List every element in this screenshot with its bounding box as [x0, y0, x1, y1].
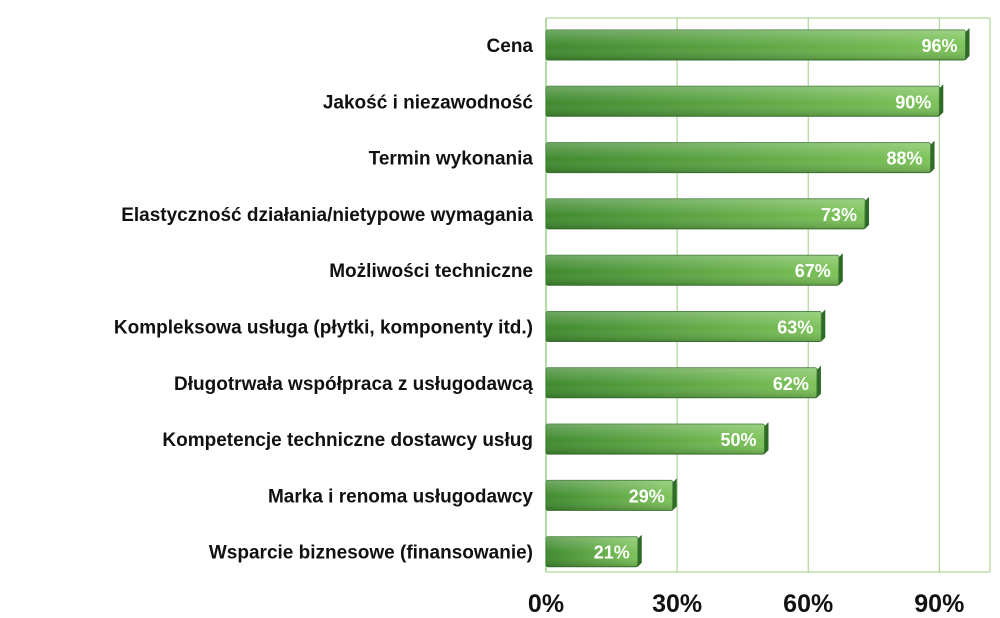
- category-label: Możliwości techniczne: [329, 261, 533, 282]
- bar: [545, 309, 826, 342]
- data-label: 96%: [921, 36, 957, 56]
- category-label: Jakość i niezawodność: [323, 92, 534, 113]
- category-label: Długotrwała współpraca z usługodawcą: [174, 374, 533, 395]
- bar-shade: [546, 255, 839, 286]
- x-tick-label: 60%: [783, 590, 833, 618]
- category-label: Wsparcie biznesowe (finansowanie): [209, 543, 533, 564]
- bar: [545, 422, 769, 455]
- bar-shade: [546, 367, 817, 398]
- category-label: Termin wykonania: [369, 149, 534, 170]
- bar-shade: [546, 142, 931, 173]
- data-label: 73%: [821, 205, 857, 225]
- data-label: 29%: [629, 486, 665, 506]
- bar-shade: [546, 536, 638, 567]
- bar-shade: [546, 86, 940, 117]
- category-label: Kompleksowa usługa (płytki, komponenty i…: [114, 318, 533, 339]
- category-label: Marka i renoma usługodawcy: [268, 486, 533, 507]
- value-labels: 96% 90% 88% 73% 67% 63% 62% 50% 29% 21%: [594, 36, 958, 563]
- data-label: 63%: [777, 318, 813, 338]
- data-label: 21%: [594, 543, 630, 563]
- bar: [545, 196, 870, 230]
- category-labels: Cena Jakość i niezawodność Termin wykonani…: [114, 36, 534, 564]
- bar-shade: [546, 311, 822, 342]
- category-label: Cena: [487, 36, 534, 57]
- x-axis-tick-labels: 0% 30% 60% 90%: [528, 590, 964, 618]
- x-tick-label: 0%: [528, 590, 564, 618]
- bar-shade: [546, 424, 765, 455]
- bar-shade: [546, 198, 866, 229]
- data-label: 67%: [795, 261, 831, 281]
- category-label: Elastyczność działania/nietypowe wymagan…: [121, 205, 533, 226]
- data-label: 88%: [887, 149, 923, 169]
- bar: [545, 28, 970, 61]
- bar: [545, 253, 843, 286]
- data-label: 62%: [773, 374, 809, 394]
- bar: [545, 140, 935, 174]
- bar: [545, 84, 944, 117]
- x-tick-label: 30%: [652, 590, 702, 618]
- category-label: Kompetencje techniczne dostawcy usług: [162, 430, 533, 451]
- bar-shade: [546, 30, 966, 60]
- bar: [545, 534, 642, 568]
- data-label: 90%: [895, 92, 931, 112]
- bars: [545, 28, 970, 568]
- bar-shade: [546, 480, 673, 511]
- data-label: 50%: [720, 430, 756, 450]
- bar: [545, 478, 677, 511]
- x-tick-label: 90%: [914, 590, 964, 618]
- bar: [545, 365, 821, 399]
